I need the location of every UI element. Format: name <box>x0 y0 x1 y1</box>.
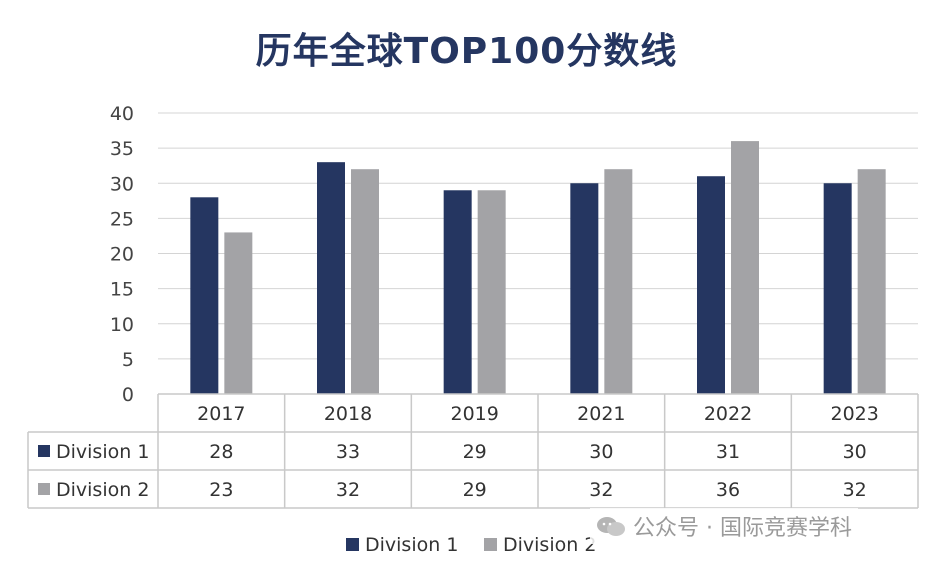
y-tick-label: 40 <box>110 103 134 125</box>
bar-division-1 <box>317 162 345 394</box>
data-label: 30 <box>589 441 613 463</box>
bar-division-1 <box>697 176 725 394</box>
chart-title: 历年全球TOP100分数线 <box>255 31 678 72</box>
watermark-text: 公众号 · 国际竞赛学科 <box>633 516 852 541</box>
x-tick-label: 2018 <box>324 403 372 425</box>
x-tick-label: 2022 <box>704 403 752 425</box>
table-legend-swatch <box>38 445 50 457</box>
data-label: 36 <box>716 479 740 501</box>
y-tick-label: 10 <box>110 314 134 336</box>
data-label: 29 <box>463 441 487 463</box>
table-legend-swatch <box>38 483 50 495</box>
legend-swatch <box>346 538 359 551</box>
data-label: 32 <box>843 479 867 501</box>
legend-label: Division 1 <box>365 534 458 556</box>
table-series-label: Division 1 <box>56 441 149 463</box>
data-table: 2017 28 23 2018 33 32 2019 29 29 2021 30 32 2022 31 36… <box>27 393 919 509</box>
data-label: 23 <box>209 479 233 501</box>
watermark: 公众号 · 国际竞赛学科 <box>590 508 858 544</box>
legend: Division 1 Division 2 <box>346 534 596 556</box>
data-label: 30 <box>843 441 867 463</box>
bar-division-2 <box>731 141 759 394</box>
bar-division-2 <box>477 190 506 394</box>
grid-lines <box>158 112 918 395</box>
x-tick-label: 2023 <box>830 403 878 425</box>
bar-division-2 <box>604 169 633 394</box>
y-axis: 0 5 10 15 20 25 30 35 40 <box>110 103 134 406</box>
bar-division-1 <box>443 190 472 394</box>
y-tick-label: 35 <box>110 138 134 160</box>
y-tick-label: 5 <box>122 349 134 371</box>
bar-division-1 <box>570 183 599 394</box>
y-tick-label: 0 <box>122 384 134 406</box>
legend-label: Division 2 <box>503 534 596 556</box>
y-tick-label: 20 <box>110 244 134 266</box>
bar-division-1 <box>823 183 852 394</box>
data-label: 31 <box>716 441 740 463</box>
data-label: 29 <box>463 479 487 501</box>
wechat-icon <box>597 517 625 536</box>
y-tick-label: 25 <box>110 208 134 230</box>
bar-division-1 <box>190 197 219 394</box>
y-tick-label: 30 <box>110 173 134 195</box>
table-series-label: Division 2 <box>56 479 149 501</box>
bar-division-2 <box>224 232 253 394</box>
data-label: 32 <box>336 479 360 501</box>
data-label: 28 <box>209 441 233 463</box>
bar-division-2 <box>351 169 379 394</box>
x-tick-label: 2021 <box>577 403 625 425</box>
data-label: 33 <box>336 441 360 463</box>
y-tick-label: 15 <box>110 279 134 301</box>
data-label: 32 <box>589 479 613 501</box>
bar-division-2 <box>857 169 886 394</box>
bars <box>190 141 886 394</box>
legend-swatch <box>484 538 497 551</box>
x-tick-label: 2019 <box>450 403 498 425</box>
x-tick-label: 2017 <box>197 403 245 425</box>
